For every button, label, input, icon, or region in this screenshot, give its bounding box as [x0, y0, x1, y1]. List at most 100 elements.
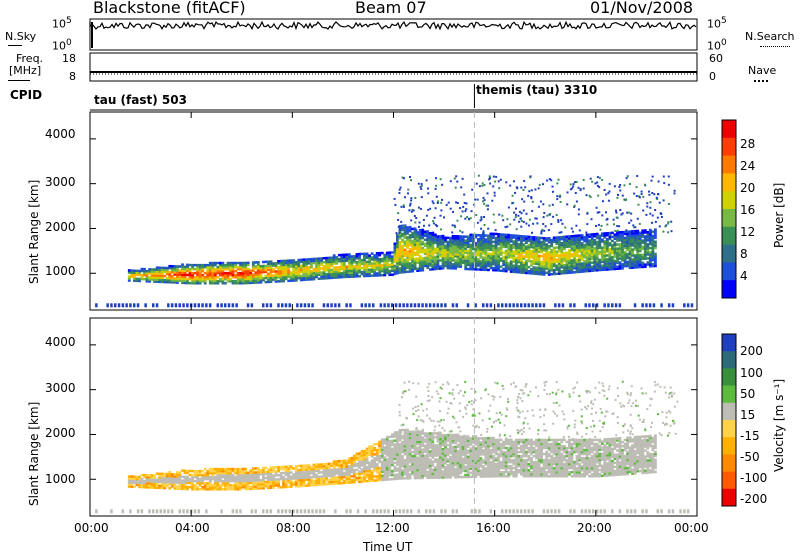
velocity-cell — [282, 475, 285, 479]
power-cell — [396, 245, 399, 249]
velocity-cell — [396, 451, 399, 454]
power-cell — [573, 263, 576, 266]
velocity-cell — [388, 478, 392, 481]
power-cell — [497, 241, 500, 244]
power-cell — [555, 250, 559, 253]
power-cell — [408, 256, 412, 259]
velocity-cell — [396, 461, 399, 464]
velocity-cell — [373, 459, 377, 462]
power-cell — [439, 251, 442, 254]
power-cell — [279, 267, 283, 271]
power-cell — [552, 258, 556, 262]
power-cell — [426, 258, 430, 261]
velocity-cell — [373, 443, 377, 446]
power-cell — [502, 233, 506, 236]
velocity-cell — [375, 458, 379, 462]
power-cell — [426, 248, 430, 251]
power-cell — [451, 249, 455, 252]
power-cell — [434, 249, 437, 253]
velocity-cell — [312, 469, 316, 473]
power-cell — [449, 256, 452, 260]
velocity-cell — [322, 479, 326, 482]
power-cell — [297, 260, 301, 264]
velocity-cell — [188, 481, 192, 485]
power-cell — [570, 245, 574, 248]
velocity-cell — [431, 468, 435, 471]
velocity-cell — [391, 453, 394, 457]
velocity-cell — [398, 475, 402, 478]
power-cell — [188, 269, 192, 273]
power-cell — [451, 251, 455, 254]
power-cell — [451, 267, 455, 270]
power-cell — [224, 265, 227, 269]
power-cell — [585, 245, 589, 249]
power-cell — [186, 277, 189, 281]
velocity-cell — [416, 458, 420, 462]
power-scatter-cell — [542, 216, 545, 219]
power-cell — [590, 239, 594, 242]
power-cell — [517, 254, 521, 258]
power-cell — [590, 241, 594, 244]
power-cell — [507, 248, 511, 251]
power-cell — [165, 266, 169, 270]
power-cell — [272, 270, 275, 273]
velocity-cell — [353, 468, 356, 472]
velocity-cell — [145, 474, 149, 477]
velocity-cell — [464, 453, 468, 456]
power-cell — [451, 259, 455, 262]
velocity-cell — [168, 470, 172, 474]
velocity-cell — [251, 487, 255, 490]
velocity-cell — [358, 480, 361, 483]
velocity-cell — [365, 447, 369, 451]
power-cell — [348, 263, 351, 266]
power-near-range-cell — [208, 303, 212, 308]
power-cell — [259, 275, 263, 278]
velocity-cell — [466, 475, 470, 479]
power-cell — [251, 281, 255, 284]
power-cell — [469, 259, 473, 263]
velocity-cell — [307, 478, 311, 481]
power-scatter-cell — [566, 203, 569, 206]
power-cell — [520, 247, 523, 250]
power-scatter-cell — [667, 221, 670, 224]
power-scatter-cell — [492, 185, 495, 188]
power-cell — [332, 276, 336, 279]
power-cell — [231, 276, 235, 279]
power-cell — [560, 250, 564, 253]
power-cell — [466, 249, 470, 253]
power-cell — [350, 265, 354, 268]
velocity-cell — [259, 468, 263, 472]
power-cell — [269, 268, 273, 271]
noise-left-tick-low: 100 — [52, 38, 72, 53]
velocity-cell — [454, 445, 457, 449]
velocity-cell — [416, 464, 420, 468]
velocity-cell — [403, 436, 407, 440]
power-cell — [302, 278, 306, 282]
velocity-cell — [294, 467, 298, 470]
power-cell — [618, 235, 622, 238]
velocity-cell — [426, 444, 430, 447]
power-cell — [401, 256, 404, 260]
power-cell — [595, 250, 599, 254]
power-cell — [547, 267, 551, 270]
power-scatter-cell — [481, 182, 484, 185]
velocity-cell — [426, 450, 430, 453]
velocity-cell — [327, 462, 331, 466]
power-cell — [451, 257, 455, 260]
power-scatter-cell — [634, 226, 637, 229]
velocity-cell — [375, 448, 379, 452]
power-cell — [550, 269, 554, 272]
power-scatter-cell — [646, 205, 649, 208]
power-cell — [641, 239, 645, 242]
power-cell — [621, 234, 624, 238]
power-cell — [461, 253, 465, 256]
velocity-cell — [170, 485, 174, 488]
velocity-cell — [396, 435, 399, 438]
power-cell — [590, 249, 594, 252]
power-scatter-cell — [558, 231, 561, 234]
power-cell — [444, 264, 447, 268]
velocity-cell — [213, 477, 217, 481]
velocity-cell — [312, 481, 316, 485]
power-cell — [573, 252, 576, 256]
velocity-cell — [451, 465, 455, 469]
